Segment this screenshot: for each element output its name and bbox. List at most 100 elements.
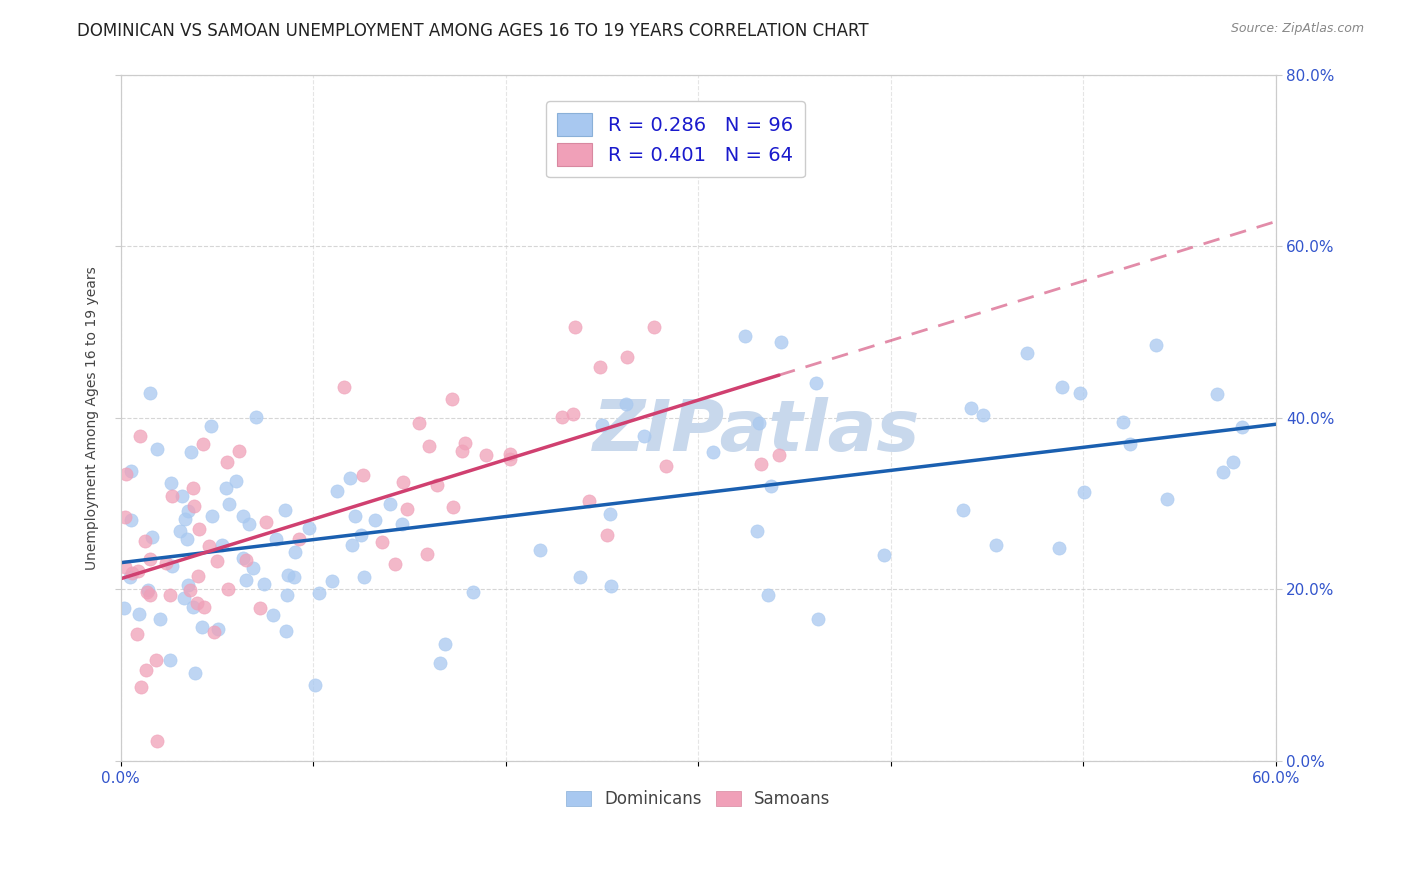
Point xyxy=(254,516,277,530)
Point xyxy=(633,429,655,443)
Point xyxy=(170,489,193,503)
Point xyxy=(408,417,430,431)
Point xyxy=(186,596,208,610)
Point xyxy=(440,392,463,407)
Point xyxy=(1144,337,1167,351)
Point xyxy=(200,419,222,434)
Point xyxy=(475,448,498,462)
Point xyxy=(748,417,770,431)
Point xyxy=(529,542,551,557)
Point xyxy=(768,448,790,462)
Point xyxy=(186,569,208,583)
Point xyxy=(149,611,172,625)
Point xyxy=(215,481,238,495)
Point xyxy=(1052,380,1074,394)
Point xyxy=(343,508,366,523)
Point xyxy=(217,582,239,596)
Point xyxy=(551,410,574,425)
Point xyxy=(179,583,201,598)
Point xyxy=(183,600,205,615)
Point xyxy=(761,478,783,492)
Point xyxy=(391,516,413,531)
Point xyxy=(235,553,257,567)
Point xyxy=(198,539,221,553)
Point xyxy=(702,445,724,459)
Text: DOMINICAN VS SAMOAN UNEMPLOYMENT AMONG AGES 16 TO 19 YEARS CORRELATION CHART: DOMINICAN VS SAMOAN UNEMPLOYMENT AMONG A… xyxy=(77,22,869,40)
Point xyxy=(592,417,614,432)
Point xyxy=(599,508,621,522)
Point xyxy=(339,471,361,485)
Point xyxy=(434,637,457,651)
Point xyxy=(499,447,522,461)
Point xyxy=(734,328,756,343)
Point xyxy=(342,538,364,552)
Point xyxy=(349,528,371,542)
Point xyxy=(1073,485,1095,500)
Point xyxy=(1222,455,1244,469)
Point xyxy=(159,588,181,602)
Point xyxy=(321,574,343,588)
Point xyxy=(745,524,768,539)
Point xyxy=(959,401,981,415)
Point xyxy=(120,513,142,527)
Point xyxy=(169,524,191,539)
Point xyxy=(112,601,135,615)
Point xyxy=(352,468,374,483)
Point xyxy=(177,578,200,592)
Point xyxy=(235,573,257,587)
Point xyxy=(274,503,297,517)
Point xyxy=(145,733,167,747)
Point xyxy=(159,653,181,667)
Point xyxy=(129,429,152,443)
Point xyxy=(873,548,896,562)
Point xyxy=(136,585,159,599)
Point xyxy=(769,334,792,349)
Point xyxy=(249,600,271,615)
Point xyxy=(426,477,449,491)
Point xyxy=(370,535,392,549)
Point xyxy=(242,561,264,575)
Point xyxy=(128,607,150,621)
Point xyxy=(1017,346,1039,360)
Point xyxy=(191,437,214,451)
Point xyxy=(215,455,238,469)
Point xyxy=(253,577,276,591)
Point xyxy=(384,557,406,571)
Point xyxy=(135,663,157,677)
Point xyxy=(155,556,177,570)
Point xyxy=(392,475,415,489)
Point xyxy=(1230,419,1253,434)
Point xyxy=(288,532,311,546)
Point xyxy=(304,678,326,692)
Point xyxy=(129,680,152,694)
Point xyxy=(568,569,591,583)
Point xyxy=(176,533,198,547)
Point xyxy=(114,560,136,574)
Point xyxy=(972,408,994,422)
Point xyxy=(181,481,204,495)
Point xyxy=(184,665,207,680)
Point xyxy=(616,351,638,365)
Point xyxy=(578,494,600,508)
Point xyxy=(228,444,250,458)
Point xyxy=(125,627,148,641)
Point xyxy=(141,530,163,544)
Point xyxy=(187,522,209,536)
Point xyxy=(308,586,330,600)
Point xyxy=(190,620,212,634)
Point xyxy=(596,528,619,542)
Point xyxy=(984,538,1007,552)
Point xyxy=(418,439,440,453)
Point xyxy=(326,483,349,498)
Point xyxy=(232,509,254,524)
Point xyxy=(138,386,160,401)
Point xyxy=(499,452,522,467)
Point xyxy=(1156,492,1178,507)
Point xyxy=(139,588,162,602)
Point xyxy=(201,509,224,524)
Point xyxy=(1119,437,1142,451)
Point xyxy=(1112,415,1135,429)
Point xyxy=(174,512,197,526)
Point xyxy=(245,410,267,425)
Point xyxy=(177,503,200,517)
